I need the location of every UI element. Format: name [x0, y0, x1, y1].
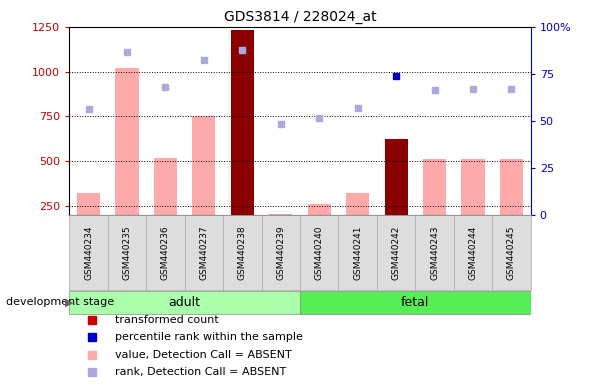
FancyBboxPatch shape: [338, 215, 377, 290]
Text: GSM440237: GSM440237: [200, 225, 209, 280]
Bar: [461, 159, 485, 215]
Text: GSM440245: GSM440245: [507, 225, 516, 280]
Bar: [346, 193, 369, 215]
Text: GSM440244: GSM440244: [469, 225, 478, 280]
Bar: [269, 214, 292, 215]
Text: GSM440234: GSM440234: [84, 225, 93, 280]
FancyBboxPatch shape: [223, 215, 262, 290]
FancyBboxPatch shape: [69, 291, 300, 314]
Text: GSM440235: GSM440235: [122, 225, 131, 280]
Text: transformed count: transformed count: [116, 315, 219, 325]
Text: value, Detection Call = ABSENT: value, Detection Call = ABSENT: [116, 349, 292, 359]
Bar: [308, 204, 330, 215]
Text: GSM440241: GSM440241: [353, 225, 362, 280]
FancyBboxPatch shape: [300, 215, 338, 290]
FancyBboxPatch shape: [262, 215, 300, 290]
FancyBboxPatch shape: [146, 215, 185, 290]
Text: percentile rank within the sample: percentile rank within the sample: [116, 333, 303, 343]
FancyBboxPatch shape: [415, 215, 454, 290]
Text: rank, Detection Call = ABSENT: rank, Detection Call = ABSENT: [116, 367, 286, 377]
FancyBboxPatch shape: [185, 215, 223, 290]
Text: GSM440239: GSM440239: [276, 225, 285, 280]
Text: GSM440236: GSM440236: [161, 225, 170, 280]
Bar: [500, 159, 523, 215]
Text: GSM440242: GSM440242: [391, 225, 400, 280]
Bar: [77, 193, 100, 215]
Text: ▶: ▶: [65, 297, 74, 308]
Bar: [154, 158, 177, 215]
Bar: [231, 30, 254, 215]
Text: GSM440238: GSM440238: [238, 225, 247, 280]
FancyBboxPatch shape: [492, 215, 531, 290]
FancyBboxPatch shape: [69, 215, 108, 290]
Text: adult: adult: [169, 296, 201, 309]
Text: GSM440240: GSM440240: [315, 225, 324, 280]
Text: GSM440243: GSM440243: [430, 225, 439, 280]
Bar: [423, 159, 446, 215]
Text: development stage: development stage: [6, 297, 114, 308]
FancyBboxPatch shape: [377, 215, 415, 290]
FancyBboxPatch shape: [300, 291, 531, 314]
FancyBboxPatch shape: [454, 215, 492, 290]
Bar: [192, 116, 215, 215]
Bar: [116, 68, 139, 215]
Bar: [385, 139, 408, 215]
Title: GDS3814 / 228024_at: GDS3814 / 228024_at: [224, 10, 376, 25]
FancyBboxPatch shape: [108, 215, 146, 290]
Text: fetal: fetal: [401, 296, 429, 309]
